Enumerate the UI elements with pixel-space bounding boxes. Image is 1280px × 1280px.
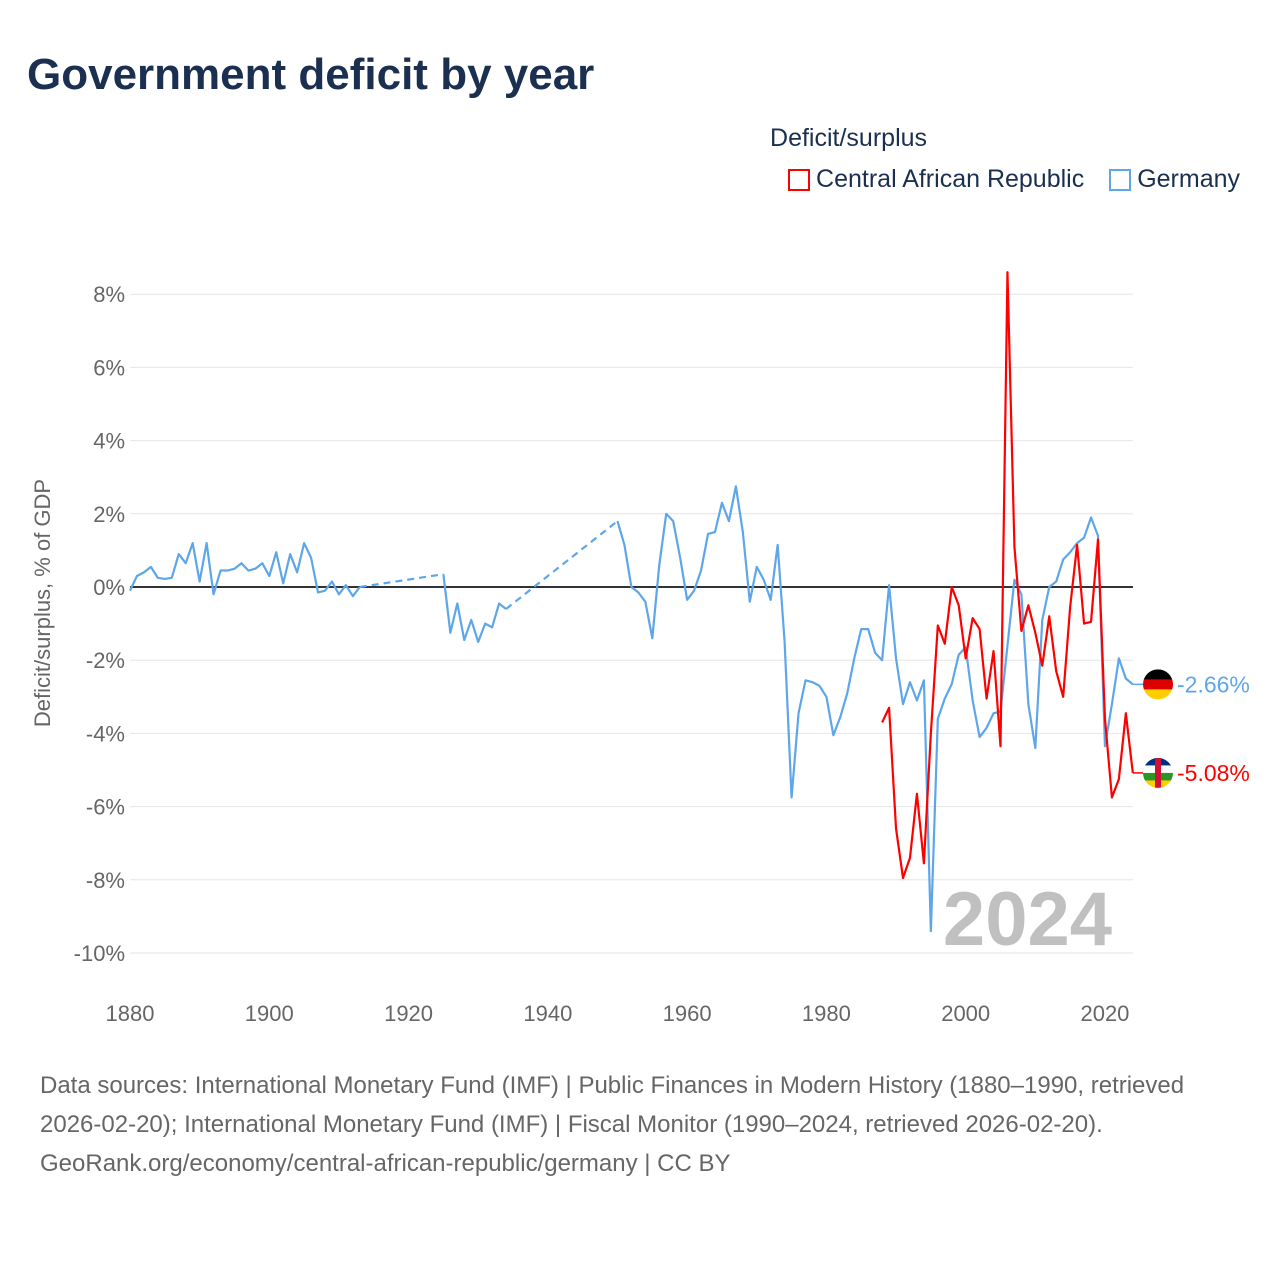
series-line-germany [129,541,361,598]
legend: Deficit/surplus Central African Republic… [770,124,1240,198]
x-tick-label: 2000 [941,1001,990,1026]
legend-item-germany[interactable]: Germany [1109,165,1240,194]
x-tick-label: 1960 [663,1001,712,1026]
flag-icon-germany [1143,669,1173,700]
x-tick-label: 1920 [384,1001,433,1026]
legend-swatch-car [788,168,811,191]
y-axis-label: Deficit/surplus, % of GDP [30,479,55,727]
y-tick-label: 2% [93,502,125,527]
source-link[interactable]: GeoRank.org/economy/central-african-repu… [40,1150,731,1177]
footer: Data sources: International Monetary Fun… [40,1066,1240,1183]
legend-title: Deficit/surplus [770,124,928,152]
legend-label: Central African Republic [816,165,1085,193]
series-line-germany [442,574,507,644]
y-tick-label: 6% [93,355,125,380]
x-tick-label: 1940 [523,1001,572,1026]
series-gap-germany [359,573,444,589]
data-sources: Data sources: International Monetary Fun… [40,1072,1185,1138]
legend-label: Germany [1137,165,1240,193]
x-tick-label: 1880 [106,1001,155,1026]
chart-title: Government deficit by year [27,50,595,99]
y-tick-label: 8% [93,282,125,307]
y-tick-label: -6% [86,795,125,820]
y-tick-label: -10% [74,941,125,966]
series-line-germany [616,485,1134,933]
y-tick-label: -4% [86,721,125,746]
series-line-car [881,271,1134,880]
x-tick-label: 1900 [245,1001,294,1026]
y-tick-label: 4% [93,429,125,454]
x-tick-label: 1980 [802,1001,851,1026]
legend-item-car[interactable]: Central African Republic [788,165,1084,194]
end-value-label-car: -5.08% [1177,760,1250,786]
flag-icon-car [1143,757,1173,788]
year-label: 2024 [943,877,1112,962]
end-value-label-germany: -2.66% [1177,671,1250,697]
x-tick-label: 2020 [1080,1001,1129,1026]
y-tick-label: -8% [86,868,125,893]
y-tick-label: 0% [93,575,125,600]
series-gap-germany [505,520,619,610]
y-tick-label: -2% [86,648,125,673]
chart-plot: -10% -8% -6% -4% -2% 0% 2% 4% 6% 8% 1880 1900 1920 19… [30,271,1250,1026]
legend-swatch-germany [1109,168,1132,191]
